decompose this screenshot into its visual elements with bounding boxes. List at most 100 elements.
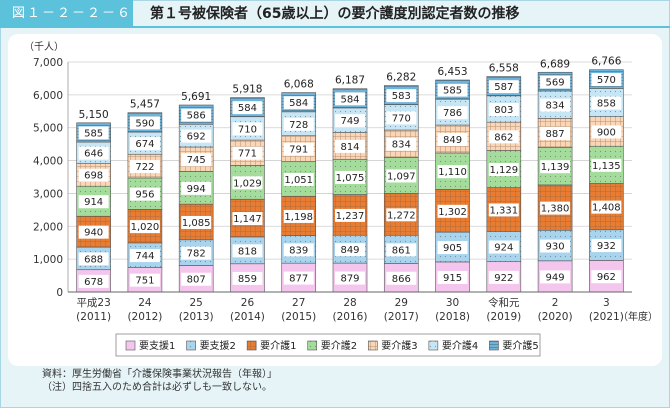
data-label: 932 — [597, 241, 616, 252]
x-tick-label: 30 — [446, 297, 459, 309]
data-label: 722 — [135, 162, 154, 173]
x-tick-label: 2 — [552, 297, 559, 309]
data-label: 646 — [84, 149, 103, 160]
data-label-bg — [437, 106, 468, 120]
data-label: 922 — [494, 273, 513, 284]
data-label-bg — [335, 170, 365, 184]
total-label: 5,691 — [181, 91, 211, 103]
data-label-bg — [232, 122, 263, 136]
data-label-bg — [488, 270, 519, 284]
data-label: 590 — [135, 118, 154, 129]
data-label-bg — [232, 244, 263, 258]
data-label-bg — [283, 209, 314, 223]
data-label-bg — [488, 80, 519, 94]
y-tick-label: 5,000 — [33, 123, 63, 135]
data-label-bg — [591, 125, 622, 139]
data-label: 791 — [289, 145, 308, 156]
data-label-bg — [181, 129, 212, 143]
data-label-bg — [540, 75, 571, 89]
data-label: 862 — [494, 132, 513, 143]
data-label-bg — [437, 270, 468, 284]
data-label-bg — [437, 165, 468, 179]
data-label-bg — [540, 98, 571, 112]
data-label: 1,020 — [131, 222, 160, 233]
x-tick-label: 令和元 — [488, 296, 520, 309]
data-label-bg — [488, 240, 519, 254]
legend-label: 要支援2 — [200, 339, 236, 352]
figure-header: 図１－２－２－６ 第１号被保険者（65歳以上）の要介護度別認定者数の推移 — [0, 0, 670, 28]
data-label-bg — [181, 272, 212, 286]
data-label-bg — [181, 215, 212, 229]
data-label-bg — [437, 204, 468, 218]
data-label: 914 — [84, 197, 103, 208]
data-label: 930 — [546, 242, 565, 253]
legend-swatch-texture — [186, 341, 196, 350]
data-label-bg — [386, 208, 417, 222]
data-label-bg — [232, 146, 263, 160]
data-label-bg — [283, 117, 314, 131]
x-tick-label: 平成23 — [76, 297, 110, 309]
data-label-bg — [386, 89, 417, 103]
legend-label: 要介護2 — [321, 339, 357, 352]
data-label-bg — [386, 243, 417, 257]
data-label-bg — [78, 225, 109, 239]
legend-swatch-texture — [247, 341, 257, 350]
x-unit-label: （年度） — [618, 310, 658, 323]
x-tick-year-label: (2017) — [384, 311, 419, 323]
data-label: 834 — [392, 140, 411, 151]
data-label-bg — [129, 273, 160, 287]
data-label: 771 — [238, 149, 257, 160]
data-label: 1,272 — [387, 210, 416, 221]
total-label: 6,558 — [489, 63, 519, 75]
data-label-bg — [78, 252, 109, 266]
data-label-bg — [488, 163, 519, 177]
data-label-bg — [386, 271, 417, 285]
y-tick-label: 1,000 — [33, 254, 63, 266]
data-label-bg — [437, 83, 468, 97]
data-label-bg — [129, 220, 160, 234]
data-label-bg — [591, 96, 622, 110]
figure-number: 図１－２－２－６ — [0, 0, 133, 28]
data-label-bg — [232, 212, 263, 226]
data-label-bg — [591, 270, 622, 284]
source-note: 資料：厚生労働省「介護保険事業状況報告（年報）」 — [42, 369, 277, 380]
legend-swatch-texture — [489, 341, 499, 350]
data-label: 570 — [597, 75, 616, 86]
total-label: 6,282 — [386, 72, 416, 84]
data-label: 962 — [597, 272, 616, 283]
data-label-bg — [591, 200, 622, 214]
data-label-bg — [488, 103, 519, 117]
data-label: 749 — [340, 116, 359, 127]
data-label-bg — [181, 181, 212, 195]
data-label: 585 — [84, 128, 103, 139]
data-label: 1,051 — [284, 175, 313, 186]
x-tick-label: 27 — [292, 297, 305, 309]
data-label-bg — [335, 139, 365, 153]
legend-box — [115, 333, 541, 357]
x-tick-year-label: (2018) — [435, 311, 470, 323]
data-label: 1,331 — [489, 205, 518, 216]
legend-swatch — [125, 340, 136, 351]
data-label: 698 — [84, 171, 103, 182]
data-label-bg — [78, 195, 109, 209]
data-label: 586 — [187, 111, 206, 122]
data-label: 849 — [340, 245, 359, 256]
data-label-bg — [283, 243, 314, 257]
data-label-bg — [540, 201, 571, 215]
data-label-bg — [488, 203, 519, 217]
total-label: 5,457 — [130, 99, 160, 111]
legend-label: 要介護4 — [442, 339, 478, 352]
y-unit-label: （千人） — [24, 41, 64, 53]
data-label: 877 — [289, 274, 308, 285]
x-tick-label: 29 — [395, 297, 408, 309]
data-label-bg — [335, 243, 365, 257]
data-label-bg — [78, 168, 109, 182]
legend-label: 要介護1 — [260, 339, 296, 352]
total-label: 6,068 — [284, 79, 314, 91]
data-label: 818 — [238, 246, 257, 257]
data-label: 807 — [187, 275, 206, 286]
data-label: 584 — [340, 94, 359, 105]
data-label: 1,408 — [592, 203, 621, 214]
total-label: 6,766 — [591, 56, 621, 68]
data-label-bg — [591, 73, 622, 87]
